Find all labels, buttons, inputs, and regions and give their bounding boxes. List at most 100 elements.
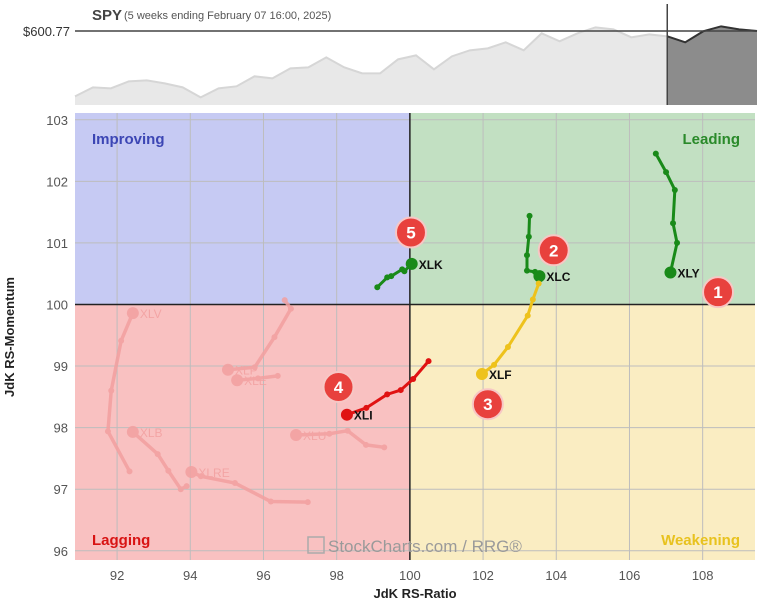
tail-point[interactable] (165, 467, 172, 474)
spy-tail-period-area (667, 26, 757, 106)
tail-point[interactable] (526, 212, 533, 219)
head-point[interactable] (185, 465, 198, 478)
tail-point[interactable] (154, 451, 161, 458)
quadrant-leading (409, 113, 755, 305)
spy-symbol: SPY (92, 7, 122, 24)
series-xlu[interactable]: XLU (290, 427, 388, 451)
tail-point[interactable] (535, 280, 542, 287)
tail-point[interactable] (363, 404, 370, 411)
y-tick-label: 99 (54, 359, 68, 374)
badge-number: 3 (483, 395, 492, 414)
watermark-text: StockCharts.com / RRG® (328, 537, 522, 556)
tail-point[interactable] (267, 498, 274, 505)
tail-point[interactable] (524, 312, 531, 319)
quadrant-improving (75, 113, 410, 305)
tail-point[interactable] (663, 169, 670, 176)
tail-point[interactable] (525, 233, 532, 240)
spy-area (75, 26, 757, 106)
tail-point[interactable] (491, 361, 498, 368)
tail-point[interactable] (504, 343, 511, 350)
badge-number: 5 (406, 223, 415, 242)
badge-circle (537, 234, 570, 267)
x-tick-label: 94 (183, 568, 197, 583)
symbol-label: XLI (354, 409, 373, 423)
head-point[interactable] (290, 429, 303, 442)
tail-point[interactable] (523, 252, 530, 259)
annotation-badge: 2 (537, 234, 570, 267)
tail-point[interactable] (118, 337, 125, 344)
head-point[interactable] (231, 374, 244, 387)
head-point[interactable] (126, 307, 139, 320)
head-point[interactable] (664, 266, 677, 279)
tail-point[interactable] (652, 150, 659, 157)
tail-point[interactable] (529, 296, 536, 303)
symbol-label: XLV (140, 307, 162, 321)
tail-point[interactable] (362, 441, 369, 448)
symbol-label: XLY (677, 266, 699, 280)
tail-point[interactable] (397, 387, 404, 394)
head-point[interactable] (405, 257, 418, 270)
tail-point[interactable] (344, 427, 351, 434)
tail-point[interactable] (523, 267, 530, 274)
head-point[interactable] (340, 408, 353, 421)
logo-icon (307, 536, 325, 554)
series-xlp[interactable]: XLP (221, 297, 294, 378)
tail-point[interactable] (425, 358, 432, 365)
tail-point[interactable] (274, 372, 281, 379)
series-xly[interactable]: XLY (652, 150, 700, 281)
series-xlv[interactable]: XLV (104, 307, 162, 475)
series-xli[interactable]: XLI (340, 358, 432, 423)
head-point[interactable] (475, 368, 488, 381)
head-point[interactable] (221, 363, 234, 376)
tail-point[interactable] (381, 444, 388, 451)
tail-point[interactable] (251, 364, 258, 371)
y-axis-label: JdK RS-Momentum (2, 277, 17, 397)
tail-point[interactable] (326, 430, 333, 437)
badge-circle (702, 276, 735, 309)
spy-subtitle: (5 weeks ending February 07 16:00, 2025) (124, 10, 331, 22)
tail-point[interactable] (401, 268, 408, 275)
tail-point[interactable] (674, 239, 681, 246)
symbol-label: XLP (235, 364, 258, 378)
tail-point[interactable] (281, 297, 288, 304)
tail-point[interactable] (271, 334, 278, 341)
tail-point[interactable] (671, 186, 678, 193)
x-tick-label: 102 (472, 568, 494, 583)
tail-point[interactable] (183, 483, 190, 490)
x-tick-label: 92 (110, 568, 124, 583)
badge-circle (471, 388, 504, 421)
tail-point[interactable] (254, 375, 261, 382)
series-xlc[interactable]: XLC (523, 212, 571, 284)
annotation-badge: 5 (394, 216, 427, 249)
spy-line (74, 25, 758, 99)
series-xlre[interactable]: XLRE (185, 465, 311, 506)
tail-point[interactable] (108, 387, 115, 394)
tail-point[interactable] (384, 391, 391, 398)
tail-point[interactable] (374, 284, 381, 291)
tail-point[interactable] (670, 220, 677, 227)
badge-number: 4 (334, 378, 344, 397)
series-xlk[interactable]: XLK (374, 257, 443, 291)
tail-point[interactable] (177, 486, 184, 493)
badge-circle (394, 216, 427, 249)
tail-point[interactable] (304, 499, 311, 506)
symbol-label: XLB (140, 426, 163, 440)
symbol-label: XLF (489, 368, 512, 382)
spy-tail-period-line (666, 25, 758, 44)
tail-point[interactable] (287, 305, 294, 312)
tail-point[interactable] (104, 428, 111, 435)
badge-circle (322, 370, 355, 403)
series-xlb[interactable]: XLB (126, 425, 190, 493)
y-tick-label: 101 (46, 236, 68, 251)
tail-point[interactable] (388, 273, 395, 280)
symbol-label: XLU (303, 429, 326, 443)
series-xlf[interactable]: XLF (475, 280, 542, 383)
y-tick-label: 97 (54, 482, 68, 497)
tail-point[interactable] (231, 480, 238, 487)
series-xle[interactable]: XLE (231, 372, 281, 388)
tail-point[interactable] (126, 468, 133, 475)
head-point[interactable] (533, 270, 546, 283)
tail-point[interactable] (410, 375, 417, 382)
tail-point[interactable] (197, 473, 204, 480)
head-point[interactable] (126, 425, 139, 438)
